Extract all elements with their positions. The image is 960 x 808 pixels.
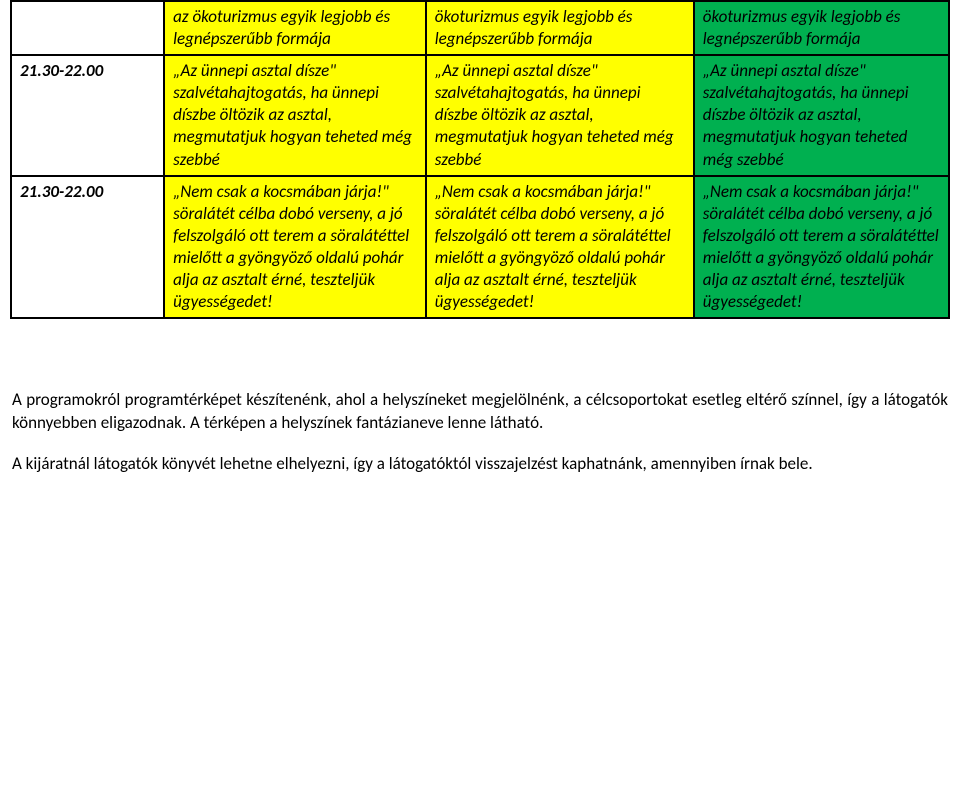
paragraph: A programokról programtérképet készítené… <box>12 389 948 435</box>
program-cell: ökoturizmus egyik legjobb és legnépszerű… <box>426 1 694 55</box>
program-cell: „Nem csak a kocsmában járja!" söralátét … <box>164 176 426 319</box>
body-text: A programokról programtérképet készítené… <box>12 389 948 476</box>
table-row: 21.30-22.00 „Az ünnepi asztal dísze" sza… <box>11 55 949 175</box>
program-cell: az ökoturizmus egyik legjobb és legnépsz… <box>164 1 426 55</box>
program-cell: „Az ünnepi asztal dísze" szalvétahajtoga… <box>426 55 694 175</box>
table-row: az ökoturizmus egyik legjobb és legnépsz… <box>11 1 949 55</box>
time-cell: 21.30-22.00 <box>11 55 164 175</box>
program-cell: „Az ünnepi asztal dísze" szalvétahajtoga… <box>694 55 949 175</box>
program-cell: „Nem csak a kocsmában járja!" söralátét … <box>694 176 949 319</box>
program-cell: „Az ünnepi asztal dísze" szalvétahajtoga… <box>164 55 426 175</box>
paragraph: A kijáratnál látogatók könyvét lehetne e… <box>12 453 948 476</box>
time-cell: 21.30-22.00 <box>11 176 164 319</box>
time-cell <box>11 1 164 55</box>
table-row: 21.30-22.00 „Nem csak a kocsmában járja!… <box>11 176 949 319</box>
program-cell: ökoturizmus egyik legjobb és legnépszerű… <box>694 1 949 55</box>
program-table: az ökoturizmus egyik legjobb és legnépsz… <box>10 0 950 319</box>
program-cell: „Nem csak a kocsmában járja!" söralátét … <box>426 176 694 319</box>
